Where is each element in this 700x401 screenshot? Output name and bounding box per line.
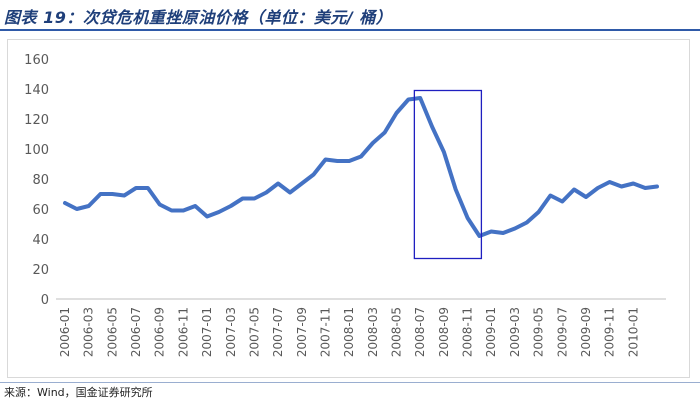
x-axis-tick-labels: 2006-01 2006-03 2006-05 2006-07 2006-09 2006-… [58,307,640,357]
source-note: 来源：Wind，国金证券研究所 [4,386,153,399]
x-tick-label: 2008-07 [413,307,427,357]
x-tick-label: 2007-07 [271,307,285,357]
x-tick-label: 2007-01 [200,307,214,357]
y-tick-label: 60 [32,203,49,218]
y-tick-label: 160 [24,53,49,68]
title-underline [0,29,700,31]
y-tick-label: 40 [32,233,49,248]
x-tick-label: 2008-05 [390,307,404,357]
y-tick-label: 20 [32,263,49,278]
y-axis-tick-labels: 0 20 40 60 80 100 120 140 160 [24,53,49,308]
x-tick-label: 2009-09 [579,307,593,357]
x-tick-label: 2007-11 [318,307,332,357]
x-tick-label: 2009-01 [484,307,498,357]
y-tick-label: 140 [24,83,49,98]
x-tick-label: 2008-01 [342,307,356,357]
x-tick-label: 2008-11 [461,307,475,357]
x-tick-label: 2007-03 [224,307,238,357]
source-separator [0,382,700,383]
y-tick-label: 100 [24,143,49,158]
x-tick-label: 2008-03 [366,307,380,357]
x-tick-label: 2010-01 [626,307,640,357]
price-series-line [63,96,659,238]
x-tick-label: 2007-05 [247,307,261,357]
x-tick-label: 2009-03 [508,307,522,357]
x-tick-label: 2009-05 [532,307,546,357]
x-tick-label: 2006-03 [82,307,96,357]
x-tick-label: 2008-09 [437,307,451,357]
chart-area: 0 20 40 60 80 100 120 140 160 2006-01 2006-03 2006… [7,39,690,378]
x-tick-label: 2009-11 [603,307,617,357]
crisis-highlight-box [413,89,483,260]
figure-title: 图表 19：次贷危机重挫原油价格（单位：美元/ 桶） [4,8,393,27]
x-tick-label: 2009-07 [555,307,569,357]
x-tick-label: 2006-01 [58,307,72,357]
x-tick-label: 2006-09 [153,307,167,357]
x-tick-label: 2007-09 [295,307,309,357]
x-tick-label: 2006-07 [129,307,143,357]
x-tick-label: 2006-05 [105,307,119,357]
y-tick-label: 120 [24,113,49,128]
y-tick-label: 80 [32,173,49,188]
x-tick-label: 2006-11 [176,307,190,357]
y-tick-label: 0 [41,293,49,308]
